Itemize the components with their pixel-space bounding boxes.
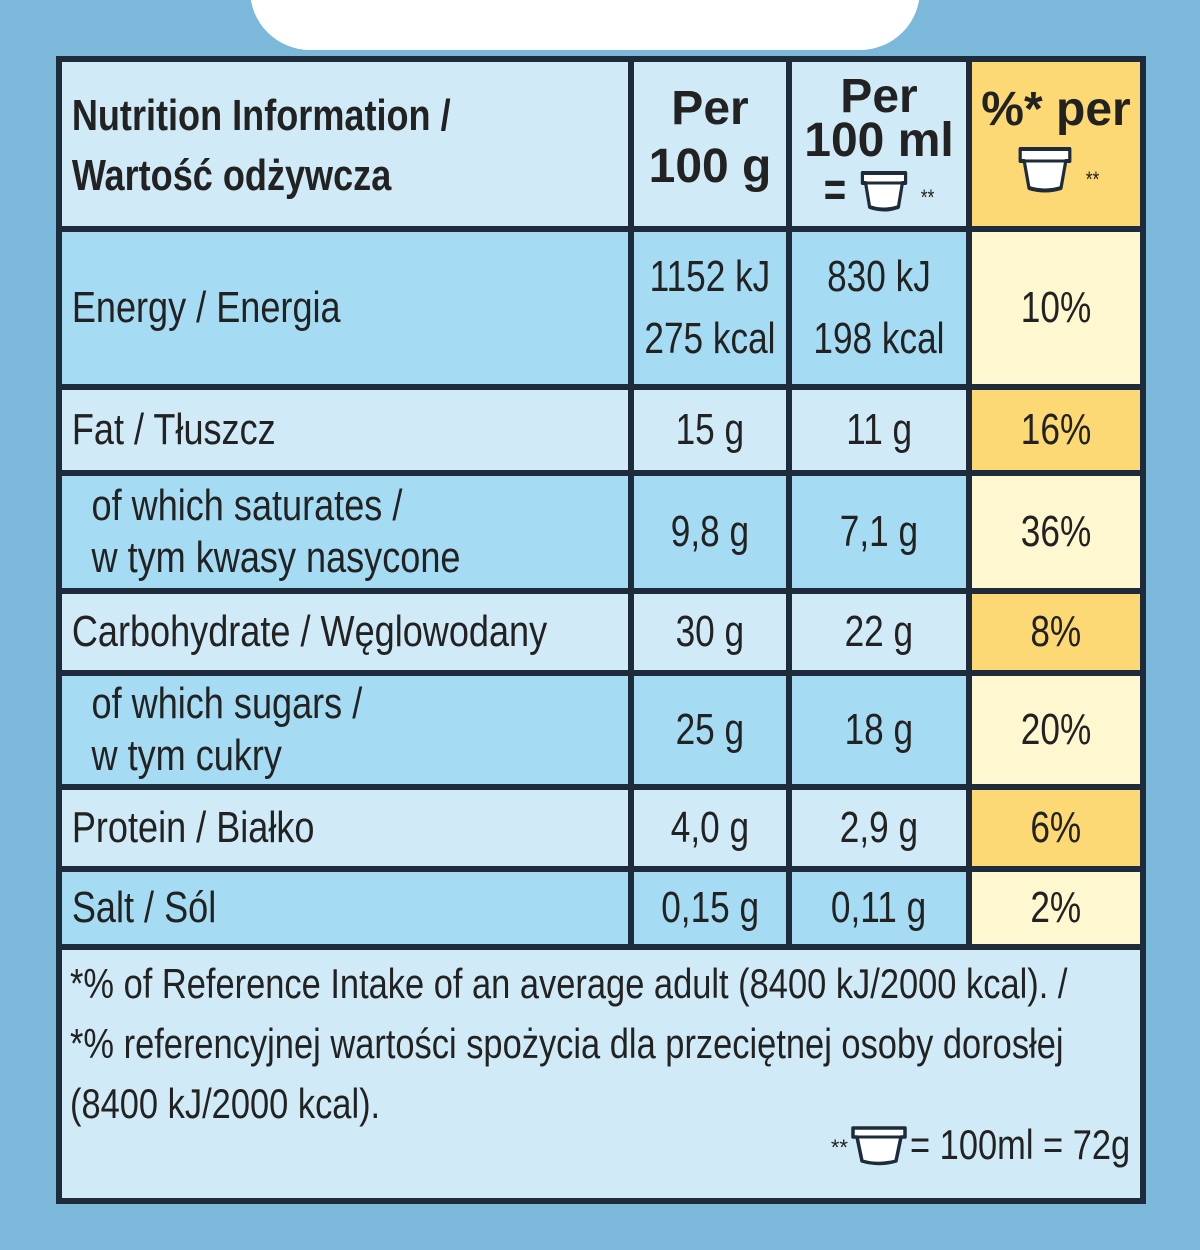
row-per-portion: 11 g <box>792 390 966 470</box>
row-ri: 20% <box>972 676 1140 784</box>
value: 0,11 g <box>831 883 927 932</box>
value: 4,0 g <box>670 803 750 852</box>
header-col3-asterisks: ** <box>1086 167 1100 192</box>
value: 9,8 g <box>670 507 750 556</box>
row-ri: 36% <box>972 476 1140 588</box>
value: 7,1 g <box>839 507 919 556</box>
portion-asterisks: ** <box>830 1135 848 1160</box>
tub-icon <box>850 1123 908 1167</box>
energy-kj-100g: 1152 kJ <box>649 252 771 301</box>
row-ri: 2% <box>972 872 1140 944</box>
row-per-portion: 7,1 g <box>792 476 966 588</box>
value: 18 g <box>844 705 914 754</box>
energy-kj-portion: 830 kJ <box>827 252 931 301</box>
value: 22 g <box>844 607 914 656</box>
row-label: Protein / Białko <box>71 803 315 852</box>
nutrition-table: Nutrition Information / Wartość odżywcza… <box>56 56 1146 1204</box>
row-ri: 6% <box>972 790 1140 866</box>
row-per-100g: 1152 kJ 275 kcal <box>634 232 786 384</box>
row-per-portion: 0,11 g <box>792 872 966 944</box>
ri-value: 2% <box>1030 883 1082 932</box>
header-title-line1: Nutrition Information / <box>71 91 451 140</box>
row-label: Energy / Energia <box>71 283 341 332</box>
tub-icon <box>860 167 910 213</box>
row-per-100g: 4,0 g <box>634 790 786 866</box>
footnote-line2: *% referencyjnej wartości spożycia dla p… <box>70 1020 1064 1067</box>
row-per-100g: 9,8 g <box>634 476 786 588</box>
value: 2,9 g <box>839 803 919 852</box>
ri-value: 36% <box>1020 507 1092 556</box>
row-ri: 10% <box>972 232 1140 384</box>
header-col2-line1: Per <box>840 70 918 123</box>
footnote-line3: (8400 kJ/2000 kcal). <box>70 1080 381 1127</box>
row-per-100g: 30 g <box>634 594 786 670</box>
table-row: Fat / Tłuszcz <box>62 390 628 470</box>
row-label-line1: of which saturates / <box>91 481 403 530</box>
row-ri: 16% <box>972 390 1140 470</box>
row-per-100g: 15 g <box>634 390 786 470</box>
header-col1-line2: 100 g <box>648 140 772 193</box>
energy-kcal-100g: 275 kcal <box>644 314 776 363</box>
header-ri-cell: %* per ** <box>972 62 1140 226</box>
header-title-line2: Wartość odżywcza <box>71 151 392 200</box>
value: 30 g <box>675 607 745 656</box>
footnote-line1: *% of Reference Intake of an average adu… <box>70 960 1068 1007</box>
header-col2-line2: 100 ml <box>804 114 954 167</box>
row-per-100g: 0,15 g <box>634 872 786 944</box>
header-col1-line1: Per <box>671 82 749 135</box>
row-per-portion: 830 kJ 198 kcal <box>792 232 966 384</box>
row-per-100g: 25 g <box>634 676 786 784</box>
table-row: Protein / Białko <box>62 790 628 866</box>
footnote: *% of Reference Intake of an average adu… <box>62 950 1140 1198</box>
row-label-line1: of which sugars / <box>91 679 363 728</box>
header-per-100g-cell: Per 100 g <box>634 62 786 226</box>
table-row: Salt / Sól <box>62 872 628 944</box>
row-label-line2: w tym kwasy nasycone <box>91 533 461 582</box>
ri-value: 16% <box>1020 405 1092 454</box>
table-row: of which saturates / w tym kwasy nasycon… <box>62 476 628 588</box>
ri-value: 8% <box>1030 607 1082 656</box>
header-col2-equals: = <box>824 164 847 217</box>
table-row: of which sugars / w tym cukry <box>62 676 628 784</box>
table-row: Energy / Energia <box>62 232 628 384</box>
table-row: Carbohydrate / Węglowodany <box>62 594 628 670</box>
row-label-line2: w tym cukry <box>91 731 282 780</box>
ri-value: 10% <box>1020 283 1092 332</box>
header-col3-label: %* per <box>981 83 1131 136</box>
tub-icon <box>1017 143 1073 195</box>
energy-kcal-portion: 198 kcal <box>813 314 945 363</box>
row-label: Carbohydrate / Węglowodany <box>71 607 548 656</box>
header-per-100ml-cell: Per 100 ml = ** <box>792 62 966 226</box>
row-ri: 8% <box>972 594 1140 670</box>
top-tab <box>250 0 920 50</box>
header-title-cell: Nutrition Information / Wartość odżywcza <box>62 62 628 226</box>
row-per-portion: 22 g <box>792 594 966 670</box>
ri-value: 20% <box>1020 705 1092 754</box>
row-per-portion: 2,9 g <box>792 790 966 866</box>
portion-text: = 100ml = 72g <box>910 1121 1131 1168</box>
ri-value: 6% <box>1030 803 1082 852</box>
row-label: Salt / Sól <box>71 883 217 932</box>
row-label: Fat / Tłuszcz <box>71 405 276 454</box>
portion-definition: ** = 100ml = 72g <box>830 1112 1131 1178</box>
header-col2-asterisks: ** <box>921 185 935 210</box>
row-per-portion: 18 g <box>792 676 966 784</box>
value: 0,15 g <box>661 883 759 932</box>
value: 25 g <box>675 705 745 754</box>
value: 11 g <box>846 405 912 454</box>
value: 15 g <box>675 405 745 454</box>
